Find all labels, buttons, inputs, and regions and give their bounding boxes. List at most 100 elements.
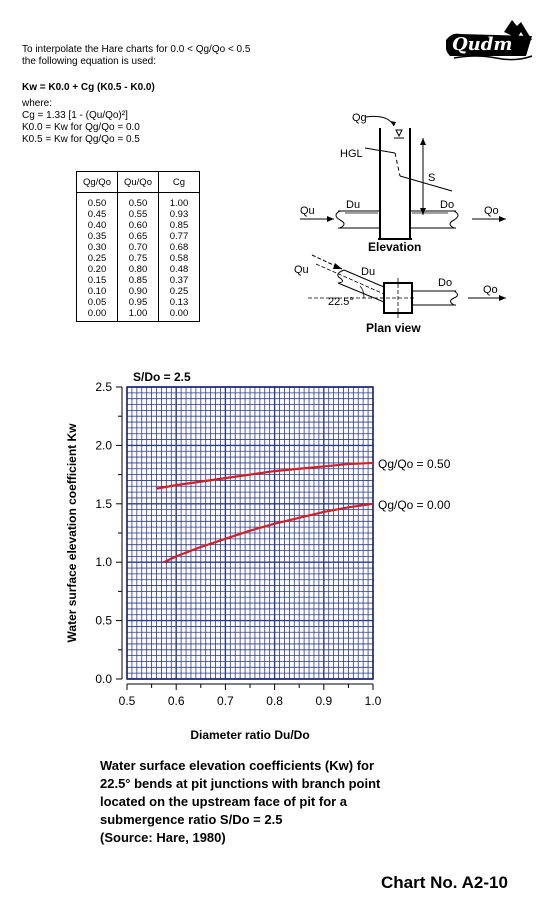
table-row: 0.40 0.60 0.85 [76, 220, 200, 231]
series-line-0 [156, 461, 374, 490]
caption-line: Water surface elevation coefficients (Kw… [100, 758, 375, 773]
table-row: 0.50 0.50 1.00 [76, 192, 200, 209]
label-qo-plan: Qo [483, 284, 498, 296]
chart-caption: Water surface elevation coefficients (Kw… [100, 757, 380, 847]
label-qu-plan: Qu [294, 264, 309, 276]
label-angle: 22.5° [328, 296, 354, 308]
table-cell: 0.55 [117, 209, 159, 220]
y-axis-title: Water surface elevation coefficient Kw [65, 423, 79, 643]
table-cell: 0.90 [117, 286, 159, 297]
table-cell: 0.00 [158, 308, 200, 322]
table-cell: 1.00 [117, 308, 159, 322]
pit-diagram: Qg HGL S Qu Du Do Qo Elevation Qu Du Do … [294, 112, 506, 335]
x-tick-label: 0.7 [217, 694, 234, 708]
table-row: 0.10 0.90 0.25 [76, 286, 200, 297]
x-axis-title: Diameter ratio Du/Do [190, 728, 309, 742]
qudm-logo: Qudm [445, 14, 538, 62]
chart-title: S/Do = 2.5 [133, 370, 191, 384]
table-row: 0.35 0.65 0.77 [76, 231, 200, 242]
table-cell: 0.65 [117, 231, 159, 242]
x-tick-label: 1.0 [365, 694, 382, 708]
table-cell: 0.70 [117, 242, 159, 253]
y-tick-label: 1.0 [95, 555, 112, 569]
caption-line: located on the upstream face of pit for … [100, 794, 348, 809]
table-cell: 0.85 [117, 275, 159, 286]
label-du-plan: Du [361, 266, 375, 278]
table-cell: 0.45 [76, 209, 118, 220]
table-header: Cg [158, 171, 200, 193]
table-cell: 0.25 [158, 286, 200, 297]
table-row: 0.15 0.85 0.37 [76, 275, 200, 286]
label-hgl: HGL [340, 148, 363, 160]
label-do-plan: Do [438, 277, 452, 289]
table-cell: 0.37 [158, 275, 200, 286]
table-cell: 0.10 [76, 286, 118, 297]
table-cell: 0.00 [76, 308, 118, 322]
table-cell: 0.48 [158, 264, 200, 275]
table-cell: 0.05 [76, 297, 118, 308]
table-header: Qg/Qo [76, 171, 118, 193]
table-cell: 0.58 [158, 253, 200, 264]
label-plan-view: Plan view [366, 321, 421, 335]
plot-border [126, 386, 374, 680]
table-cell: 0.13 [158, 297, 200, 308]
chart-number: Chart No. A2-10 [381, 873, 508, 892]
label-qg: Qg [352, 112, 367, 124]
logo-text: Qudm [452, 34, 513, 55]
table-cell: 0.77 [158, 231, 200, 242]
table-row: 0.00 1.00 0.00 [76, 308, 200, 322]
x-tick-label: 0.9 [315, 694, 332, 708]
label-elevation: Elevation [368, 240, 421, 254]
table-cell: 0.95 [117, 297, 159, 308]
table-cell: 0.20 [76, 264, 118, 275]
table-cell: 0.80 [117, 264, 159, 275]
table-cell: 0.85 [158, 220, 200, 231]
x-tick-label: 0.6 [168, 694, 185, 708]
series-label-0: Qg/Qo = 0.50 [378, 457, 451, 471]
table-cell: 0.60 [117, 220, 159, 231]
table-cell: 0.50 [76, 192, 118, 209]
label-s: S [428, 172, 435, 184]
table-cell: 1.00 [158, 192, 200, 209]
intro-line-2: the following equation is used: [22, 56, 156, 67]
y-tick-label: 1.5 [95, 497, 112, 511]
caption-line: (Source: Hare, 1980) [100, 830, 226, 845]
table-header: Qu/Qo [117, 171, 159, 193]
kw-chart: 0.5 0.6 0.7 0.8 0.9 1.0 0.0 0.5 1.0 1.5 2.0 2.5 Qg/Q… [65, 370, 451, 742]
table-row: 0.20 0.80 0.48 [76, 264, 200, 275]
x-tick-label: 0.8 [266, 694, 283, 708]
cg-table: Qg/Qo Qu/Qo Cg 0.50 0.50 1.00 0.45 0.55 0.93 0… [76, 171, 200, 322]
table-cell: 0.50 [117, 192, 159, 209]
table-cell: 0.75 [117, 253, 159, 264]
series-label-1: Qg/Qo = 0.00 [378, 498, 451, 512]
table-cell: 0.15 [76, 275, 118, 286]
label-do-elevation: Do [440, 199, 454, 211]
label-qu-elevation: Qu [300, 205, 315, 217]
table-row: 0.30 0.70 0.68 [76, 242, 200, 253]
caption-line: 22.5° bends at pit junctions with branch… [100, 776, 381, 791]
y-tick-label: 0.5 [95, 614, 112, 628]
def-cg: Cg = 1.33 [1 - (Qu/Qo)²] [22, 110, 128, 121]
series-line-1 [163, 502, 374, 564]
table-row: 0.05 0.95 0.13 [76, 297, 200, 308]
table-cell: 0.40 [76, 220, 118, 231]
table-row: 0.45 0.55 0.93 [76, 209, 200, 220]
table-cell: 0.35 [76, 231, 118, 242]
table-row: 0.25 0.75 0.58 [76, 253, 200, 264]
x-tick-label: 0.5 [119, 694, 136, 708]
y-tick-label: 0.0 [95, 672, 112, 686]
label-du-elevation: Du [346, 199, 360, 211]
table-cell: 0.25 [76, 253, 118, 264]
def-k00: K0.0 = Kw for Qg/Qo = 0.0 [22, 122, 140, 133]
table-cell: 0.68 [158, 242, 200, 253]
interpolation-equation: Kw = K0.0 + Cg (K0.5 - K0.0) [22, 82, 155, 93]
table-cell: 0.93 [158, 209, 200, 220]
y-tick-label: 2.5 [95, 380, 112, 394]
y-tick-label: 2.0 [95, 438, 112, 452]
intro-line-1: To interpolate the Hare charts for 0.0 <… [22, 44, 251, 55]
table-cell: 0.30 [76, 242, 118, 253]
where-label: where: [22, 98, 53, 109]
label-qo-elevation: Qo [484, 205, 499, 217]
def-k05: K0.5 = Kw for Qg/Qo = 0.5 [22, 134, 140, 145]
caption-line: submergence ratio S/Do = 2.5 [100, 812, 283, 827]
